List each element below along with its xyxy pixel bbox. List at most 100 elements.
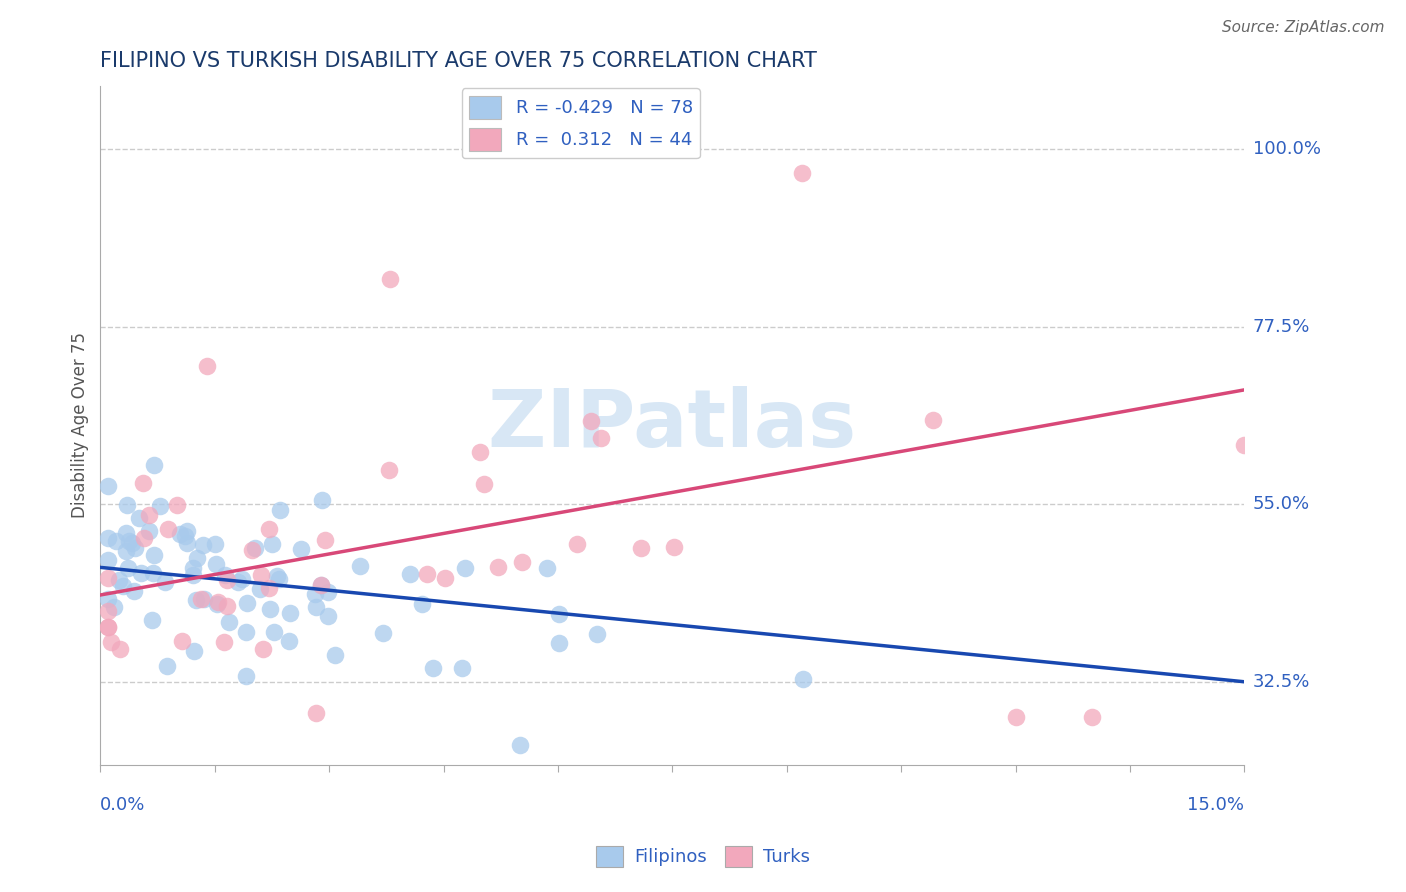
- Point: [141, 614, 163, 628]
- Text: ZIPat⁠las: ZIPat⁠las: [488, 386, 856, 465]
- Point: [228, 574, 250, 589]
- Point: [132, 476, 155, 491]
- Point: [97, 532, 120, 546]
- Point: [472, 476, 495, 491]
- Text: 0.0%: 0.0%: [100, 797, 146, 814]
- Point: [207, 595, 229, 609]
- Point: [207, 597, 229, 611]
- Point: [1004, 710, 1026, 724]
- Point: [434, 571, 457, 585]
- Point: [249, 568, 271, 582]
- Point: [111, 579, 134, 593]
- Point: [547, 607, 569, 622]
- Point: [169, 527, 191, 541]
- Point: [453, 561, 475, 575]
- Point: [143, 548, 166, 562]
- Point: [415, 567, 437, 582]
- Point: [252, 642, 274, 657]
- Point: [399, 567, 422, 582]
- Point: [149, 500, 172, 514]
- Point: [217, 573, 239, 587]
- Point: [486, 560, 509, 574]
- Point: [142, 566, 165, 580]
- Point: [190, 592, 212, 607]
- Point: [181, 568, 204, 582]
- Point: [266, 569, 288, 583]
- Text: 100.0%: 100.0%: [1253, 140, 1320, 158]
- Point: [792, 672, 814, 686]
- Point: [318, 584, 340, 599]
- Point: [181, 560, 204, 574]
- Point: [142, 458, 165, 472]
- Point: [115, 525, 138, 540]
- Point: [371, 626, 394, 640]
- Point: [567, 536, 589, 550]
- Point: [468, 445, 491, 459]
- Point: [156, 522, 179, 536]
- Point: [97, 620, 120, 634]
- Point: [579, 414, 602, 428]
- Point: [173, 528, 195, 542]
- Point: [204, 558, 226, 572]
- Text: 15.0%: 15.0%: [1187, 797, 1244, 814]
- Point: [108, 574, 131, 588]
- Point: [104, 533, 127, 548]
- Point: [124, 583, 146, 598]
- Legend: R = -0.429   N = 78, R =  0.312   N = 44: R = -0.429 N = 78, R = 0.312 N = 44: [461, 88, 700, 158]
- Point: [262, 537, 284, 551]
- Point: [155, 574, 177, 589]
- Point: [108, 642, 131, 657]
- Point: [138, 508, 160, 522]
- Point: [309, 578, 332, 592]
- Text: 77.5%: 77.5%: [1253, 318, 1310, 335]
- Point: [536, 561, 558, 575]
- Point: [591, 432, 613, 446]
- Point: [316, 608, 339, 623]
- Point: [422, 661, 444, 675]
- Point: [235, 624, 257, 639]
- Point: [314, 533, 336, 547]
- Point: [1233, 438, 1256, 452]
- Point: [249, 582, 271, 596]
- Point: [586, 627, 609, 641]
- Point: [1081, 710, 1104, 724]
- Point: [269, 503, 291, 517]
- Point: [97, 619, 120, 633]
- Point: [323, 648, 346, 662]
- Point: [103, 599, 125, 614]
- Point: [269, 572, 291, 586]
- Point: [214, 568, 236, 582]
- Point: [114, 544, 136, 558]
- Point: [245, 541, 267, 555]
- Point: [131, 566, 153, 580]
- Point: [263, 625, 285, 640]
- Point: [97, 591, 120, 606]
- Point: [305, 600, 328, 615]
- Point: [100, 635, 122, 649]
- Point: [166, 498, 188, 512]
- Point: [156, 659, 179, 673]
- Point: [217, 599, 239, 613]
- Text: Source: ZipAtlas.com: Source: ZipAtlas.com: [1222, 20, 1385, 35]
- Point: [305, 706, 328, 720]
- Point: [186, 551, 208, 566]
- Point: [184, 593, 207, 607]
- Text: 32.5%: 32.5%: [1253, 673, 1310, 690]
- Point: [121, 536, 143, 550]
- Point: [259, 601, 281, 615]
- Point: [231, 573, 253, 587]
- Text: FILIPINO VS TURKISH DISABILITY AGE OVER 75 CORRELATION CHART: FILIPINO VS TURKISH DISABILITY AGE OVER …: [100, 51, 817, 70]
- Point: [204, 537, 226, 551]
- Point: [259, 522, 281, 536]
- Point: [117, 561, 139, 575]
- Point: [118, 534, 141, 549]
- Point: [662, 540, 685, 554]
- Point: [311, 493, 333, 508]
- Point: [259, 581, 281, 595]
- Point: [451, 661, 474, 675]
- Point: [176, 535, 198, 549]
- Text: 55.0%: 55.0%: [1253, 495, 1310, 513]
- Point: [290, 542, 312, 557]
- Point: [138, 524, 160, 538]
- Point: [191, 538, 214, 552]
